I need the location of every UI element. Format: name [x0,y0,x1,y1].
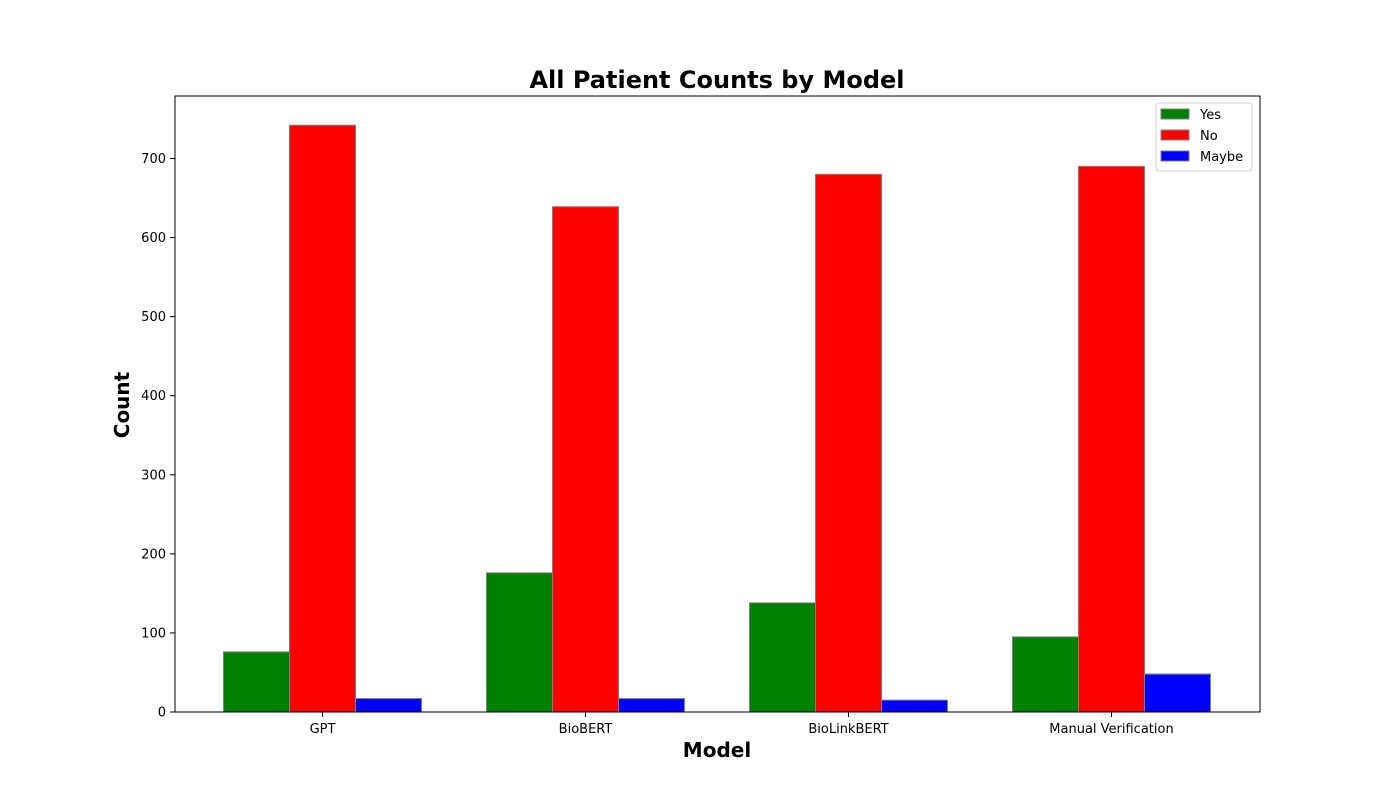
legend-swatch-maybe [1160,150,1190,162]
bar-maybe-gpt [355,698,422,713]
axes-layer: 0 100 200 300 400 500 600 700 GPT BioBERT BioLinkB… [141,95,1261,737]
y-tick-label: 400 [141,389,166,404]
y-tick-label: 600 [141,231,166,246]
bar-yes-gpt [223,651,290,713]
bar-maybe-biolinkbert [881,699,948,713]
y-tick-label: 100 [141,626,166,641]
bar-no-biobert [552,206,619,713]
legend: Yes No Maybe [1155,102,1253,172]
x-tick-label: BioBERT [559,722,613,737]
bar-no-biolinkbert [815,173,882,713]
legend-label-no: No [1200,129,1218,144]
y-tick-label: 0 [158,706,166,721]
y-tick-label: 700 [141,152,166,167]
x-tick-label: GPT [310,722,336,737]
bar-no-gpt [289,124,356,713]
x-tick-label: Manual Verification [1049,722,1173,737]
y-tick-label: 300 [141,468,166,483]
y-tick-label: 500 [141,310,166,325]
y-axis-label: Count [110,371,134,438]
legend-label-maybe: Maybe [1200,150,1243,165]
bar-no-manual-verification [1078,165,1145,713]
legend-label-yes: Yes [1199,108,1221,123]
bar-maybe-manual-verification [1144,673,1211,713]
bar-yes-biolinkbert [749,602,816,713]
x-tick-label: BioLinkBERT [808,722,888,737]
legend-swatch-no [1160,129,1190,141]
bar-yes-biobert [486,572,553,713]
bars-layer [223,124,1211,713]
y-tick-label: 200 [141,547,166,562]
x-axis-label: Model [683,738,751,762]
bar-maybe-biobert [618,698,685,713]
chart-title: All Patient Counts by Model [529,66,904,94]
plot-frame [174,95,1261,713]
bar-yes-manual-verification [1012,636,1079,713]
legend-swatch-yes [1160,108,1190,120]
